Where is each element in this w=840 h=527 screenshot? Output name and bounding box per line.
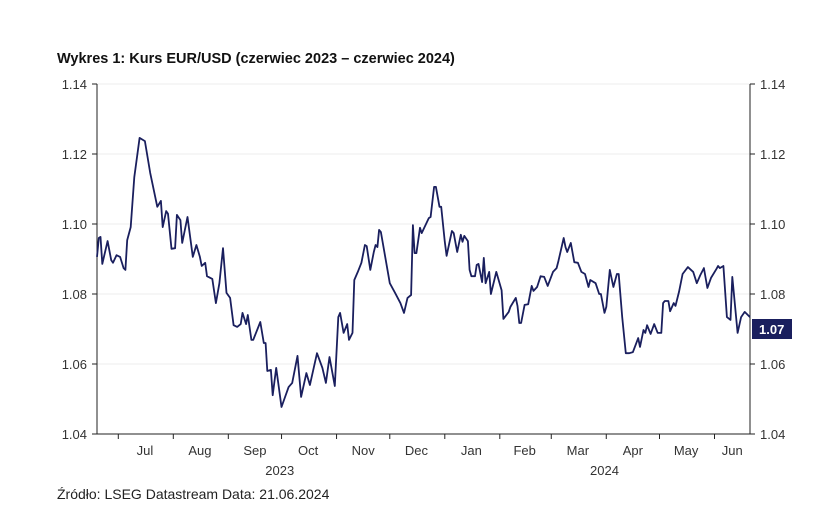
x-year-label: 2023 [265, 463, 294, 478]
x-tick-label: Mar [567, 443, 590, 458]
y-tick-label-right: 1.06 [760, 357, 785, 372]
axes [92, 83, 755, 435]
gridlines [97, 83, 750, 435]
y-axis-left-ticks: 1.04 1.06 1.08 1.10 1.12 1.14 [62, 77, 87, 442]
y-tick-label-left: 1.12 [62, 147, 87, 162]
y-tick-label-right: 1.10 [760, 217, 785, 232]
chart-title: Wykres 1: Kurs EUR/USD (czerwiec 2023 – … [57, 51, 455, 67]
x-tick-label: May [674, 443, 699, 458]
x-tick-label: Feb [513, 443, 535, 458]
y-tick-label-left: 1.08 [62, 287, 87, 302]
source-note: Źródło: LSEG Datastream Data: 21.06.2024 [57, 486, 330, 502]
last-value-label: 1.07 [752, 319, 792, 339]
y-tick-label-right: 1.12 [760, 147, 785, 162]
x-tick-label: Jun [722, 443, 743, 458]
x-year-label: 2024 [590, 463, 619, 478]
x-tick-label: Aug [188, 443, 211, 458]
last-value-text: 1.07 [759, 322, 784, 337]
y-tick-label-right: 1.14 [760, 77, 785, 92]
y-tick-label-left: 1.06 [62, 357, 87, 372]
last-value-badge [752, 319, 792, 339]
x-axis-ticks: Jul Aug Sep Oct Nov Dec Jan Feb Mar Apr May Jun 2023… [117, 434, 743, 478]
y-axis-right-ticks: 1.04 1.06 1.08 1.10 1.12 1.14 [760, 77, 785, 442]
y-tick-label-right: 1.08 [760, 287, 785, 302]
x-tick-label: Dec [405, 443, 429, 458]
series-group [96, 137, 751, 408]
y-tick-label-left: 1.14 [62, 77, 87, 92]
y-tick-label-left: 1.04 [62, 427, 87, 442]
eurusd-series-line [96, 137, 751, 408]
x-tick-label: Jan [461, 443, 482, 458]
x-tick-label: Oct [298, 443, 319, 458]
x-tick-label: Jul [137, 443, 154, 458]
x-tick-label: Apr [623, 443, 644, 458]
x-tick-label: Sep [243, 443, 266, 458]
x-tick-label: Nov [352, 443, 376, 458]
y-tick-label-left: 1.10 [62, 217, 87, 232]
y-tick-label-right: 1.04 [760, 427, 785, 442]
